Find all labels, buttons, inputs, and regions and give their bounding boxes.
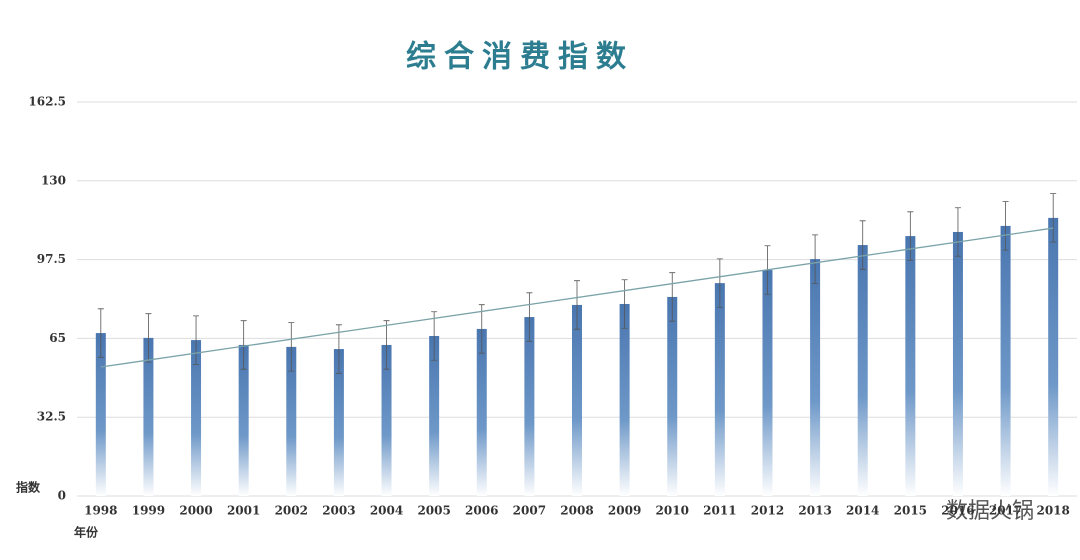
bar [286, 346, 297, 496]
bar [333, 349, 344, 496]
bar [905, 236, 916, 496]
error-bar [526, 292, 533, 342]
bar [952, 231, 963, 496]
x-tick-label: 2007 [513, 504, 546, 518]
bar [191, 340, 202, 496]
bar [619, 303, 630, 496]
error-bar [1050, 193, 1057, 243]
error-bar [812, 234, 819, 284]
bar [95, 333, 106, 496]
error-bar [193, 315, 200, 365]
error-bar [383, 320, 390, 370]
bar [238, 344, 249, 496]
x-tick-label: 2018 [1036, 504, 1069, 518]
bar [476, 328, 487, 496]
x-tick-label: 2013 [798, 504, 831, 518]
x-tick-label: 2008 [560, 504, 593, 518]
y-tick-label: 97.5 [37, 252, 66, 266]
x-axis-label: 年份 [74, 525, 99, 540]
error-bar [954, 207, 961, 257]
x-tick-label: 2002 [275, 504, 308, 518]
error-bar [621, 279, 628, 329]
x-tick-label: 2015 [894, 504, 927, 518]
x-tick-label: 2003 [322, 504, 355, 518]
error-bar [288, 322, 295, 372]
error-bar [859, 220, 866, 270]
error-bar [431, 311, 438, 361]
x-tick-label: 2005 [417, 504, 450, 518]
error-bar [574, 280, 580, 330]
error-bar [907, 211, 914, 261]
x-tick-label: 2017 [989, 504, 1022, 518]
error-bar [240, 320, 247, 370]
trendline [100, 227, 1054, 368]
chart-title: 综合消费指数 [406, 40, 634, 75]
y-tick-label: 32.5 [37, 410, 66, 424]
x-tick-label: 2001 [227, 504, 260, 518]
x-tick-label: 2014 [846, 504, 879, 518]
x-tick-label: 2012 [751, 504, 784, 518]
bar [524, 317, 535, 496]
bar [857, 245, 868, 496]
error-bar [478, 304, 485, 354]
bar [762, 270, 773, 496]
error-bar [145, 313, 152, 363]
y-tick-label: 0 [58, 489, 66, 503]
bar [1048, 217, 1059, 497]
x-tick-label: 2006 [465, 504, 498, 518]
error-bar [97, 308, 104, 358]
bar [572, 304, 582, 496]
x-tick-label: 1998 [84, 504, 117, 518]
x-tick-label: 1999 [132, 504, 165, 518]
x-tick-label: 2000 [179, 504, 212, 518]
y-tick-label: 130 [41, 173, 66, 187]
x-tick-label: 2009 [608, 504, 641, 518]
bar [429, 335, 440, 496]
x-tick-label: 2011 [703, 504, 736, 518]
bar [667, 296, 678, 496]
bar [714, 283, 725, 496]
error-bar [716, 258, 723, 308]
bar [143, 337, 154, 496]
bar [381, 344, 392, 496]
bar [810, 259, 821, 496]
x-tick-label: 2016 [941, 504, 974, 518]
bar [1000, 225, 1011, 497]
error-bar [1002, 201, 1009, 251]
y-axis-label: 指数 [16, 480, 41, 495]
y-tick-label: 162.5 [28, 95, 66, 109]
x-tick-label: 2010 [656, 504, 689, 518]
watermark: 数据火锅 [946, 499, 1034, 524]
x-tick-label: 2004 [370, 504, 403, 518]
y-tick-label: 65 [49, 331, 66, 345]
error-bar [669, 272, 676, 322]
